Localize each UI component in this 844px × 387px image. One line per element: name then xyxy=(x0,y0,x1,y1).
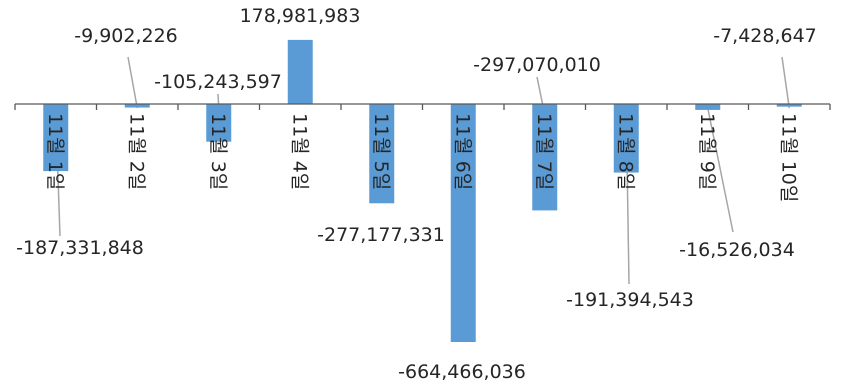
data-label: -297,070,010 xyxy=(473,54,601,76)
category-label: 11월 1일 xyxy=(44,113,66,190)
bar-4 xyxy=(287,39,313,104)
data-label: -7,428,647 xyxy=(713,25,817,47)
category-label: 11월 5일 xyxy=(370,113,392,190)
category-label: 11월 3일 xyxy=(207,113,229,190)
bar-8 xyxy=(613,104,639,173)
data-label: -277,177,331 xyxy=(317,224,445,246)
bar-9 xyxy=(695,104,721,110)
category-label: 11월 10일 xyxy=(777,113,799,202)
data-label: -105,243,597 xyxy=(154,71,282,93)
bar-1 xyxy=(43,104,69,172)
bar-3 xyxy=(206,104,232,142)
bar-7 xyxy=(532,104,558,211)
data-label: -664,466,036 xyxy=(398,361,526,383)
bar-2 xyxy=(124,104,150,108)
data-label: 178,981,983 xyxy=(240,5,361,27)
category-label: 11월 7일 xyxy=(533,113,555,190)
data-label: -9,902,226 xyxy=(74,25,178,47)
bar-5 xyxy=(369,104,395,204)
category-label: 11월 8일 xyxy=(614,113,636,190)
data-label-leader-line xyxy=(707,107,734,233)
category-label: 11월 4일 xyxy=(288,113,310,190)
data-label: -191,394,543 xyxy=(566,289,694,311)
category-label: 11월 6일 xyxy=(451,113,473,190)
bar-6 xyxy=(450,104,476,342)
category-label: 11월 2일 xyxy=(125,113,147,190)
category-label: 11월 9일 xyxy=(696,113,718,190)
bar-10 xyxy=(776,104,802,107)
data-label: -16,526,034 xyxy=(679,239,795,261)
data-label-leader-line xyxy=(781,56,790,109)
data-label: -187,331,848 xyxy=(16,237,144,259)
data-label-leader-line xyxy=(127,56,138,109)
